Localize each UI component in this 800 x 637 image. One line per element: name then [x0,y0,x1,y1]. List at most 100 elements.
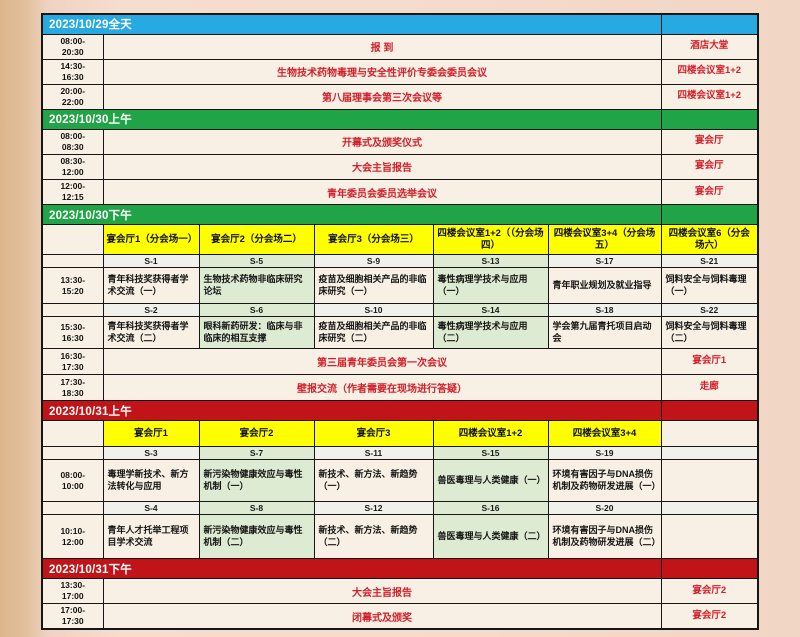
location-cell: 宴会厅2 [660,603,759,630]
session-code-cell: S-20 [547,501,662,516]
location-cell: 四楼会议室1+2 [660,58,759,85]
venue-header-cell: 宴会厅2 [198,420,315,448]
time-cell: 20:00- 22:00 [41,83,104,110]
schedule-row: 10:10- 12:00 青年人才托举工程项目学术交流 新污染物健康效应与毒性机制（二… [41,514,759,560]
time-end: 12:00 [61,536,84,547]
time-end: 17:00 [61,591,84,602]
session-cell: 新污染物健康效应与毒性机制（一） [198,459,315,503]
session-code-cell: S-7 [198,446,315,461]
venue-header-cell: 宴会厅1（分会场一） [102,224,200,256]
session-cell: 疫苗及细胞相关产品的非临床研究（二） [313,316,434,350]
time-start: 13:30- [60,274,86,285]
time-end: 20:30 [61,46,84,57]
session-cell: 毒理学新技术、新方法转化与应用 [102,459,200,503]
schedule-row: S-1 S-5 S-9 S-13 S-17 S-21 [41,254,759,269]
schedule-row: S-3 S-7 S-11 S-15 S-19 [41,446,759,461]
session-cell: 饲料安全与饲料毒理（一） [660,267,759,305]
event-cell: 第八届理事会第三次会议等 [102,83,662,110]
section-title: 2023/10/30下午 [41,204,662,226]
session-code-cell: S-6 [198,303,315,318]
section-title: 2023/10/31上午 [41,400,662,422]
section-header-end-cell [660,204,759,226]
venue-header-cell: 四楼会议室1+2 [432,420,549,448]
time-end: 17:30 [61,361,84,372]
venue-header-cell: 宴会厅3（分会场三） [313,224,434,256]
schedule-row: 08:00- 20:30 报 到酒店大堂 [41,33,759,60]
session-code-cell: S-10 [313,303,434,318]
session-code-cell: S-18 [547,303,662,318]
schedule-row: 17:30- 18:30 壁报交流（作者需要在现场进行答疑） 走廊 [41,374,759,402]
section-header-row: 2023/10/31下午 [41,558,759,580]
session-code-cell: S-12 [313,501,434,516]
schedule-row: S-2 S-6 S-10 S-14 S-18 S-22 [41,303,759,318]
event-cell: 闭幕式及颁奖 [102,603,662,630]
section-header-end-cell [660,558,759,580]
location-cell: 酒店大堂 [660,33,759,60]
session-cell: 饲料安全与饲料毒理（二） [660,316,759,350]
time-start: 08:00- [60,35,86,46]
empty-cell [660,446,759,461]
time-start: 10:10- [60,525,86,536]
location-cell: 四楼会议室1+2 [660,83,759,110]
empty-cell [41,501,104,516]
time-start: 17:30- [60,376,86,387]
section-header-row: 2023/10/30下午 [41,204,759,226]
session-code-cell: S-19 [547,446,662,461]
session-code-cell: S-13 [432,254,549,269]
schedule-row: 13:30- 15:20 青年科技奖获得者学术交流（一） 生物技术药物非临床研究论坛疫… [41,267,759,305]
venue-header-cell: 宴会厅1 [102,420,200,448]
time-end: 10:00 [61,480,84,491]
time-cell: 17:30- 18:30 [41,374,104,402]
session-code-cell: S-4 [102,501,200,516]
schedule-row: 宴会厅1 宴会厅2 宴会厅3 四楼会议室1+2 四楼会议室3+4 [41,420,759,448]
time-start: 15:30- [60,321,86,332]
time-cell: 08:30- 12:00 [41,153,104,180]
location-cell: 宴会厅1 [660,348,759,376]
schedule-row: 14:30- 16:30 生物技术药物毒理与安全性评价专委会委员会议 四楼会议室1+2 [41,58,759,85]
time-end: 12:00 [61,166,84,177]
empty-cell [660,420,759,448]
session-code-cell: S-14 [432,303,549,318]
section-title: 2023/10/29全天 [41,13,662,35]
time-cell: 12:00- 12:15 [41,178,104,206]
empty-cell [41,446,104,461]
empty-cell [41,420,104,448]
event-cell: 壁报交流（作者需要在现场进行答疑） [102,374,662,402]
time-end: 15:20 [61,285,84,296]
time-start: 17:00- [60,605,86,616]
session-code-cell: S-16 [432,501,549,516]
venue-header-cell: 四楼会议室6（分会场六） [660,224,759,256]
session-cell: 疫苗及细胞相关产品的非临床研究（一） [313,267,434,305]
schedule-table: 2023/10/29全天 08:00- 20:30 报 到酒店大堂 14:30- 16:3… [41,13,759,631]
section-header-row: 2023/10/31上午 [41,400,759,422]
session-cell: 青年人才托举工程项目学术交流 [102,514,200,560]
session-code-cell: S-17 [547,254,662,269]
section-header-row: 2023/10/29全天 [41,13,759,35]
schedule-row: 12:00- 12:15 青年委员会委员选举会议 宴会厅 [41,178,759,206]
time-cell: 08:00- 20:30 [41,33,104,60]
event-cell: 开幕式及颁奖仪式 [102,128,662,155]
time-end: 18:30 [61,387,84,398]
venue-header-cell: 四楼会议室1+2（（分会场四） [432,224,549,256]
session-cell: 新污染物健康效应与毒性机制（二） [198,514,315,560]
event-cell: 大会主旨报告 [102,153,662,180]
venue-header-cell: 宴会厅3 [313,420,434,448]
schedule-row: 17:00- 17:30 闭幕式及颁奖 宴会厅2 [41,603,759,630]
time-cell: 10:10- 12:00 [41,514,104,560]
venue-header-cell: 宴会厅2（分会场二） [198,224,315,256]
schedule-row: 08:00- 08:30 开幕式及颁奖仪式 宴会厅 [41,128,759,155]
session-code-cell: S-11 [313,446,434,461]
empty-cell [41,224,104,256]
schedule-row: 08:30- 12:00 大会主旨报告 宴会厅 [41,153,759,180]
venue-header-cell: 四楼会议室3+4 [547,420,662,448]
session-cell: 新技术、新方法、新趋势（一） [313,459,434,503]
empty-cell [660,501,759,516]
section-header-end-cell [660,13,759,35]
time-end: 08:30 [61,141,84,152]
empty-cell [41,303,104,318]
section-header-end-cell [660,400,759,422]
section-header-end-cell [660,108,759,130]
time-end: 17:30 [61,616,84,627]
session-cell: 眼科新药研发：临床与非临床的相互支撑 [198,316,315,350]
